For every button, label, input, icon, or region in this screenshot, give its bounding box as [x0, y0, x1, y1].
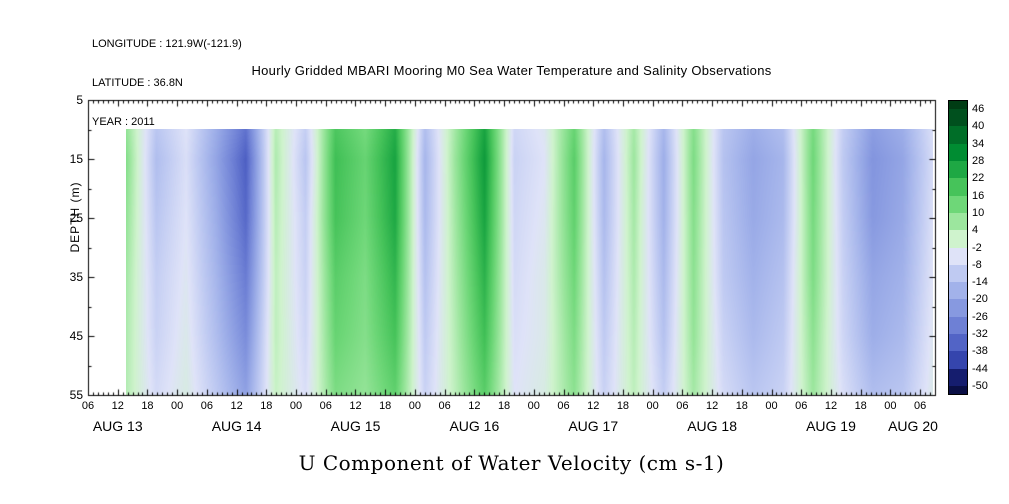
- colorbar-segment: [949, 178, 967, 196]
- colorbar-tick-label: -2: [972, 241, 982, 254]
- x-hour-tick-label: 00: [527, 400, 540, 412]
- x-hour-tick-label: 06: [676, 400, 689, 412]
- x-day-labels: AUG 13 AUG 14 AUG 15 AUG 16 AUG 17 AUG 18 AUG …: [0, 418, 1009, 436]
- x-hour-tick-label: 12: [230, 400, 243, 412]
- colorbar-tick-label: -50: [972, 380, 988, 392]
- colorbar-segment: [949, 282, 967, 300]
- x-day-label: AUG 15: [330, 418, 381, 434]
- colorbar: [948, 100, 968, 395]
- y-tick-label: 15: [69, 152, 83, 166]
- x-hour-tick-label: 12: [111, 400, 124, 412]
- x-hour-tick-label: 00: [884, 400, 897, 412]
- colorbar-segment: [949, 247, 967, 265]
- velocity-heatmap-canvas: [126, 129, 933, 395]
- x-hour-tick-label: 12: [705, 400, 719, 412]
- x-day-label: AUG 20: [888, 418, 938, 434]
- colorbar-segment: [949, 230, 967, 248]
- colorbar-segment: [949, 368, 967, 386]
- x-day-label: AUG 13: [92, 418, 143, 434]
- x-hour-tick-label: 18: [854, 400, 867, 412]
- colorbar-tick-label: 28: [972, 154, 985, 167]
- y-tick-label: 25: [69, 211, 83, 225]
- x-hour-tick-label: 06: [319, 400, 332, 412]
- x-hour-tick-label: 06: [438, 400, 451, 412]
- colorbar-segment: [949, 143, 967, 161]
- plot-title: Hourly Gridded MBARI Mooring M0 Sea Wate…: [251, 63, 772, 78]
- x-hour-tick-label: 00: [408, 400, 422, 412]
- x-day-label: AUG 18: [687, 418, 737, 434]
- colorbar-segment: [949, 264, 967, 283]
- x-hour-tick-label: 12: [349, 400, 362, 412]
- colorbar-tick-label: -14: [972, 276, 988, 289]
- x-hour-tick-label: 18: [497, 400, 511, 412]
- colorbar-segment: [949, 334, 967, 352]
- colorbar-bottom-cap: [949, 386, 967, 394]
- x-hour-tick-label: 00: [646, 400, 659, 412]
- x-hour-tick-label: 06: [200, 400, 213, 412]
- colorbar-tick-label: 40: [972, 120, 985, 133]
- x-hour-tick-label: 18: [379, 400, 392, 412]
- x-hour-tick-label: 06: [914, 400, 927, 412]
- colorbar-tick-label: 22: [972, 172, 985, 185]
- x-hour-tick-label: 18: [735, 400, 748, 412]
- x-hour-tick-label: 12: [824, 400, 838, 412]
- y-tick-label: 45: [69, 329, 83, 343]
- x-hour-tick-label: 06: [795, 400, 808, 412]
- x-day-label: AUG 17: [568, 418, 619, 434]
- colorbar-segment: [949, 212, 967, 231]
- colorbar-tick-label: 34: [972, 137, 985, 150]
- colorbar-tick-label: -38: [972, 345, 988, 358]
- x-hour-tick-label: 18: [260, 400, 273, 412]
- x-hour-tick-label: 00: [289, 400, 303, 412]
- x-day-label: AUG 16: [449, 418, 500, 434]
- x-day-label: AUG 19: [806, 418, 856, 434]
- colorbar-segment: [949, 126, 967, 144]
- y-tick-label: 5: [76, 93, 83, 107]
- x-hour-tick-label: 12: [587, 400, 600, 412]
- colorbar-tick-label: 46: [972, 103, 985, 115]
- colorbar-tick-label: -20: [972, 293, 988, 306]
- year-label: YEAR : 2011: [92, 116, 155, 128]
- x-axis-title: U Component of Water Velocity (cm s-1): [298, 451, 725, 475]
- x-day-label: AUG 14: [211, 418, 262, 434]
- longitude-label: LONGITUDE : 121.9W(-121.9): [92, 38, 242, 50]
- colorbar-tick-label: -8: [972, 258, 982, 271]
- x-hour-labels: 06 12 18 00 06 12 18 00 06 12 18 00 06 12 18 00 06 12 18 00…: [0, 400, 1009, 414]
- y-tick-label: 35: [69, 270, 83, 284]
- colorbar-labels: 46 40 34 28 22 16 10 4 -2 -8 -14 -20 -26 -32 -38 -44 -50: [972, 0, 1008, 504]
- colorbar-tick-label: -44: [972, 362, 988, 375]
- x-hour-tick-label: 06: [557, 400, 570, 412]
- colorbar-segment: [949, 316, 967, 335]
- x-hour-tick-label: 12: [468, 400, 481, 412]
- colorbar-tick-label: 16: [972, 189, 985, 202]
- colorbar-segment: [949, 351, 967, 369]
- x-hour-tick-label: 00: [765, 400, 778, 412]
- colorbar-segment: [949, 299, 967, 317]
- colorbar-tick-label: -32: [972, 328, 988, 341]
- colorbar-segment: [949, 109, 967, 127]
- colorbar-tick-label: 4: [972, 224, 979, 237]
- colorbar-segment: [949, 195, 967, 213]
- x-hour-tick-label: 06: [81, 400, 95, 412]
- colorbar-segment: [949, 160, 967, 179]
- colorbar-tick-label: 10: [972, 206, 985, 219]
- latitude-label: LATITUDE : 36.8N: [92, 77, 183, 89]
- x-hour-tick-label: 18: [141, 400, 154, 412]
- x-hour-tick-label: 18: [616, 400, 630, 412]
- colorbar-tick-label: -26: [972, 310, 988, 323]
- x-hour-tick-label: 00: [171, 400, 184, 412]
- colorbar-top-cap: [949, 101, 967, 109]
